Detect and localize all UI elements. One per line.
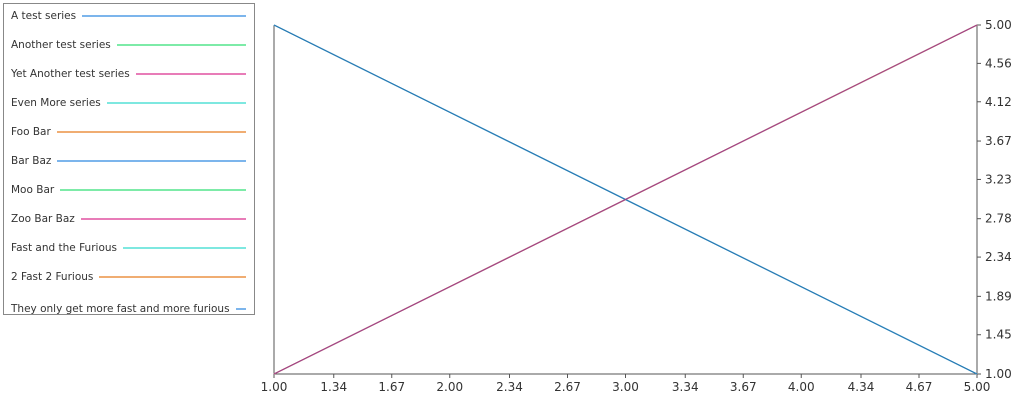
x-tick-label: 4.00	[788, 380, 815, 394]
x-tick-label: 2.34	[496, 380, 523, 394]
legend-label: Another test series	[11, 39, 111, 51]
series-line-overlap-ascending	[273, 24, 978, 375]
y-tick-label: 2.34	[985, 250, 1012, 264]
legend-item[interactable]: Bar Baz	[11, 154, 246, 168]
legend-swatch	[123, 247, 246, 249]
legend-item[interactable]: Another test series	[11, 38, 246, 52]
legend-label: Fast and the Furious	[11, 242, 117, 254]
legend-label: Moo Bar	[11, 184, 55, 196]
legend-item[interactable]: Foo Bar	[11, 125, 246, 139]
legend-label: They only get more fast and more furious	[11, 303, 230, 315]
x-tick-label: 5.00	[964, 380, 991, 394]
x-tick-label: 2.67	[554, 380, 581, 394]
legend-label: Zoo Bar Baz	[11, 213, 75, 225]
legend-swatch	[116, 44, 246, 46]
y-tick-label: 5.00	[985, 18, 1012, 32]
y-tick-label: 3.67	[985, 134, 1012, 148]
x-tick-label: 1.34	[320, 380, 347, 394]
legend-item[interactable]: A test series	[11, 9, 246, 23]
x-tick-label: 3.34	[672, 380, 699, 394]
legend-label: Foo Bar	[11, 126, 51, 138]
x-tick-label: 4.34	[848, 380, 875, 394]
legend-swatch	[235, 308, 246, 310]
y-tick-label: 2.78	[985, 212, 1012, 226]
x-tick-label: 4.67	[906, 380, 933, 394]
x-tick-label: 3.00	[612, 380, 639, 394]
legend-item[interactable]: Fast and the Furious	[11, 241, 246, 255]
x-tick-label: 2.00	[436, 380, 463, 394]
y-tick-label: 1.45	[985, 328, 1012, 342]
legend-item[interactable]: They only get more fast and more furious	[11, 302, 246, 316]
legend-swatch	[56, 131, 246, 133]
y-tick-label: 4.56	[985, 56, 1012, 70]
legend-item[interactable]: Zoo Bar Baz	[11, 212, 246, 226]
legend-item[interactable]: Moo Bar	[11, 183, 246, 197]
y-tick-label: 1.00	[985, 367, 1012, 381]
y-tick-label: 4.12	[985, 95, 1012, 109]
legend-swatch	[82, 15, 246, 17]
legend-label: Yet Another test series	[11, 68, 130, 80]
legend-label: A test series	[11, 10, 77, 22]
legend-swatch	[60, 189, 246, 191]
legend-swatch	[57, 160, 246, 162]
y-tick-label: 1.89	[985, 289, 1012, 303]
legend-label: 2 Fast 2 Furious	[11, 271, 94, 283]
legend-swatch	[106, 102, 246, 104]
y-tick-label: 3.23	[985, 172, 1012, 186]
legend-item[interactable]: Yet Another test series	[11, 67, 246, 81]
x-tick-label: 3.67	[730, 380, 757, 394]
legend-item[interactable]: Even More series	[11, 96, 246, 110]
legend-label: Bar Baz	[11, 155, 52, 167]
legend-swatch	[99, 276, 246, 278]
x-tick-label: 1.00	[261, 380, 288, 394]
legend-swatch	[80, 218, 246, 220]
legend-item[interactable]: 2 Fast 2 Furious	[11, 270, 246, 284]
legend-swatch	[135, 73, 246, 75]
x-tick-label: 1.67	[378, 380, 405, 394]
legend-label: Even More series	[11, 97, 101, 109]
legend: A test series Another test series Yet Anot…	[3, 3, 255, 315]
